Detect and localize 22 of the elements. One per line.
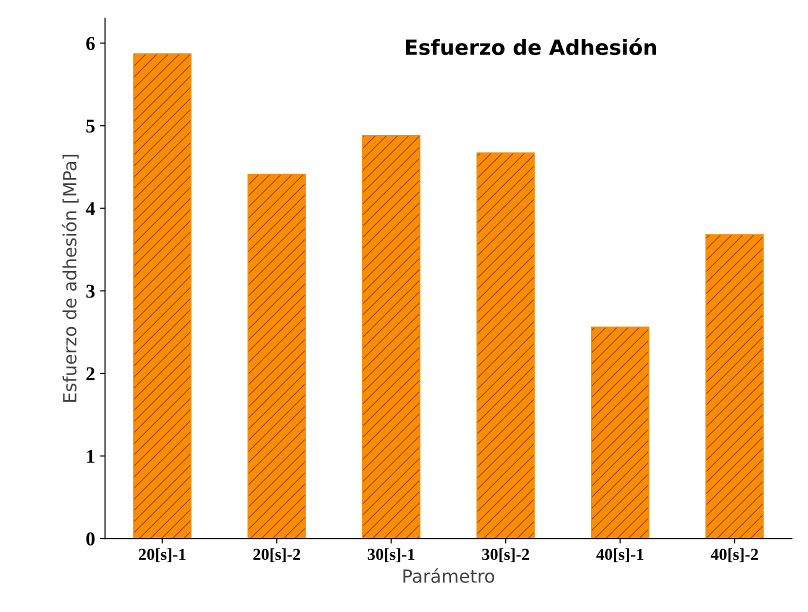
- x-tick-label: 40[s]-2: [710, 548, 758, 562]
- y-tick-label: 2: [86, 367, 94, 380]
- x-tick-label: 40[s]-1: [596, 548, 644, 562]
- x-tick-label: 30[s]-1: [368, 548, 414, 562]
- bar: [705, 234, 764, 539]
- x-tick-label: 30[s]-2: [482, 548, 530, 562]
- bar: [248, 174, 306, 539]
- y-tick-label: 0: [86, 532, 95, 546]
- text: Esfuerzo de Adhesión: [406, 38, 656, 56]
- x-axis-title: Parámetro: [403, 568, 494, 583]
- bar: [133, 53, 192, 539]
- bar: [362, 135, 420, 539]
- x-tick-label: 20[s]-1: [138, 548, 186, 562]
- y-tick-label: 3: [86, 284, 95, 298]
- x-tick-label: 20[s]-2: [253, 548, 300, 562]
- y-tick-label: 4: [86, 202, 95, 216]
- y-tick-label: 6: [86, 37, 95, 50]
- bar: [476, 152, 535, 539]
- y-tick-label: 5: [86, 120, 95, 133]
- y-axis-title: Esfuerzo de adhesión [MPa]: [62, 154, 79, 402]
- y-tick-label: 1: [87, 450, 94, 463]
- bar: [590, 326, 650, 539]
